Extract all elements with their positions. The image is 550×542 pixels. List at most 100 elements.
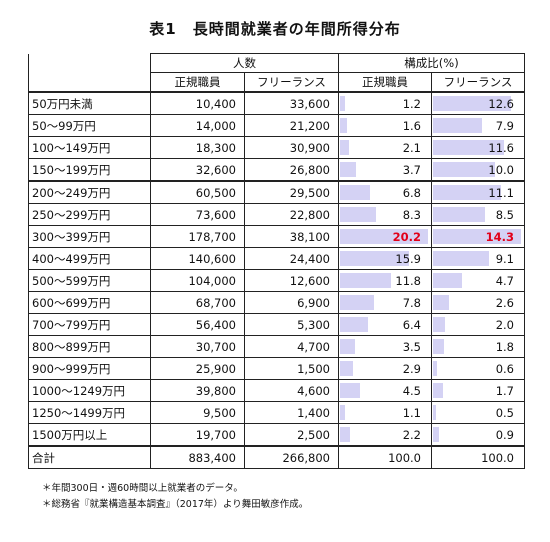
ratio-regular-value: 1.2: [402, 96, 421, 111]
ratio-regular-bar: [340, 140, 350, 155]
count-regular: 10,400: [150, 91, 245, 115]
table-row: 900～999万円 25,900 1,500 2.9 0.6: [28, 357, 525, 380]
count-regular: 73,600: [150, 203, 245, 226]
table-row: 50万円未満 10,400 33,600 1.2 12.6: [28, 91, 525, 115]
ratio-freelance: 4.7: [431, 269, 525, 292]
ratio-regular: 7.8: [338, 291, 432, 314]
count-freelance: 12,600: [244, 269, 339, 292]
income-category: 150～199万円: [28, 158, 151, 182]
ratio-freelance-bar: [433, 295, 449, 310]
ratio-regular-value: 2.1: [402, 140, 421, 155]
ratio-regular-value: 15.9: [395, 251, 421, 266]
income-category: 1500万円以上: [28, 423, 151, 447]
ratio-regular-bar: [340, 251, 410, 266]
count-freelance: 21,200: [244, 114, 339, 137]
table-title: 表1 長時間就業者の年間所得分布: [149, 20, 401, 38]
header-count-group: 人数: [150, 53, 339, 73]
ratio-regular-bar: [340, 383, 360, 398]
ratio-freelance-bar: [433, 140, 505, 155]
ratio-regular-value: 2.9: [402, 361, 421, 376]
ratio-freelance: 2.0: [431, 313, 525, 336]
table-row: 600～699万円 68,700 6,900 7.8 2.6: [28, 291, 525, 314]
total-ratio-freelance: 100.0: [431, 445, 525, 469]
ratio-freelance-value: 11.1: [488, 185, 514, 200]
ratio-freelance-value: 2.0: [495, 317, 514, 332]
count-regular: 178,700: [150, 225, 245, 248]
ratio-regular-value: 6.4: [402, 317, 421, 332]
ratio-regular-value: 3.5: [402, 339, 421, 354]
ratio-freelance-value: 9.1: [495, 251, 514, 266]
ratio-regular: 6.4: [338, 313, 432, 336]
ratio-freelance-value: 14.3: [485, 229, 514, 244]
ratio-regular-value: 7.8: [402, 295, 421, 310]
income-category: 1250～1499万円: [28, 401, 151, 424]
income-category: 200～249万円: [28, 180, 151, 204]
income-category: 1000～1249万円: [28, 379, 151, 402]
ratio-freelance-value: 2.6: [495, 295, 514, 310]
ratio-freelance-value: 7.9: [495, 118, 514, 133]
ratio-freelance-bar: [433, 339, 445, 354]
ratio-freelance-value: 0.6: [495, 361, 514, 376]
ratio-regular: 15.9: [338, 247, 432, 270]
ratio-freelance: 11.6: [431, 136, 525, 159]
table-row: 400～499万円 140,600 24,400 15.9 9.1: [28, 247, 525, 270]
count-freelance: 1,400: [244, 401, 339, 424]
table-row: 1250～1499万円 9,500 1,400 1.1 0.5: [28, 401, 525, 424]
table-row: 250～299万円 73,600 22,800 8.3 8.5: [28, 203, 525, 226]
ratio-regular-bar: [340, 295, 374, 310]
income-distribution-table: 人数 構成比(%) 正規職員 フリーランス 正規職員 フリーランス 50万円未満…: [28, 53, 525, 469]
ratio-freelance: 10.0: [431, 158, 525, 182]
count-freelance: 26,800: [244, 158, 339, 182]
ratio-regular-bar: [340, 427, 350, 442]
ratio-regular-bar: [340, 185, 370, 200]
income-category: 300～399万円: [28, 225, 151, 248]
ratio-regular: 6.8: [338, 180, 432, 204]
ratio-freelance-bar: [433, 96, 511, 111]
ratio-freelance-value: 1.8: [495, 339, 514, 354]
ratio-freelance-value: 11.6: [488, 140, 514, 155]
table-row: 200～249万円 60,500 29,500 6.8 11.1: [28, 180, 525, 204]
count-regular: 104,000: [150, 269, 245, 292]
ratio-regular-value: 2.2: [402, 427, 421, 442]
income-category: 800～899万円: [28, 335, 151, 358]
header-corner-lower: [28, 72, 151, 93]
income-category: 400～499万円: [28, 247, 151, 270]
ratio-freelance-value: 0.9: [495, 427, 514, 442]
ratio-freelance-bar: [433, 317, 446, 332]
ratio-freelance-bar: [433, 162, 495, 177]
count-regular: 19,700: [150, 423, 245, 447]
ratio-regular-bar: [340, 317, 368, 332]
ratio-regular-bar: [340, 339, 356, 354]
table-row: 150～199万円 32,600 26,800 3.7 10.0: [28, 158, 525, 182]
count-regular: 18,300: [150, 136, 245, 159]
ratio-regular-value: 8.3: [402, 207, 421, 222]
ratio-freelance-value: 1.7: [495, 383, 514, 398]
count-freelance: 2,500: [244, 423, 339, 447]
count-freelance: 6,900: [244, 291, 339, 314]
count-freelance: 33,600: [244, 91, 339, 115]
total-count-freelance: 266,800: [244, 445, 339, 469]
count-regular: 60,500: [150, 180, 245, 204]
header-row-columns: 正規職員 フリーランス 正規職員 フリーランス: [28, 72, 525, 93]
ratio-regular-value: 1.6: [402, 118, 421, 133]
ratio-regular-bar: [340, 405, 345, 420]
ratio-freelance-bar: [433, 229, 521, 244]
table-row: 500～599万円 104,000 12,600 11.8 4.7: [28, 269, 525, 292]
ratio-regular-value: 4.5: [402, 383, 421, 398]
ratio-regular-bar: [340, 118, 347, 133]
count-freelance: 29,500: [244, 180, 339, 204]
ratio-freelance-bar: [433, 427, 439, 442]
ratio-regular-bar: [340, 229, 428, 244]
total-count-regular: 883,400: [150, 445, 245, 469]
ratio-regular: 3.7: [338, 158, 432, 182]
count-freelance: 4,700: [244, 335, 339, 358]
income-category: 500～599万円: [28, 269, 151, 292]
table-row: 1000～1249万円 39,800 4,600 4.5 1.7: [28, 379, 525, 402]
ratio-regular-bar: [340, 207, 377, 222]
header-count-regular: 正規職員: [150, 72, 245, 93]
ratio-freelance-bar: [433, 273, 462, 288]
ratio-freelance-bar: [433, 251, 489, 266]
header-row-group: 人数 構成比(%): [28, 53, 525, 73]
income-category: 600～699万円: [28, 291, 151, 314]
income-category: 50～99万円: [28, 114, 151, 137]
